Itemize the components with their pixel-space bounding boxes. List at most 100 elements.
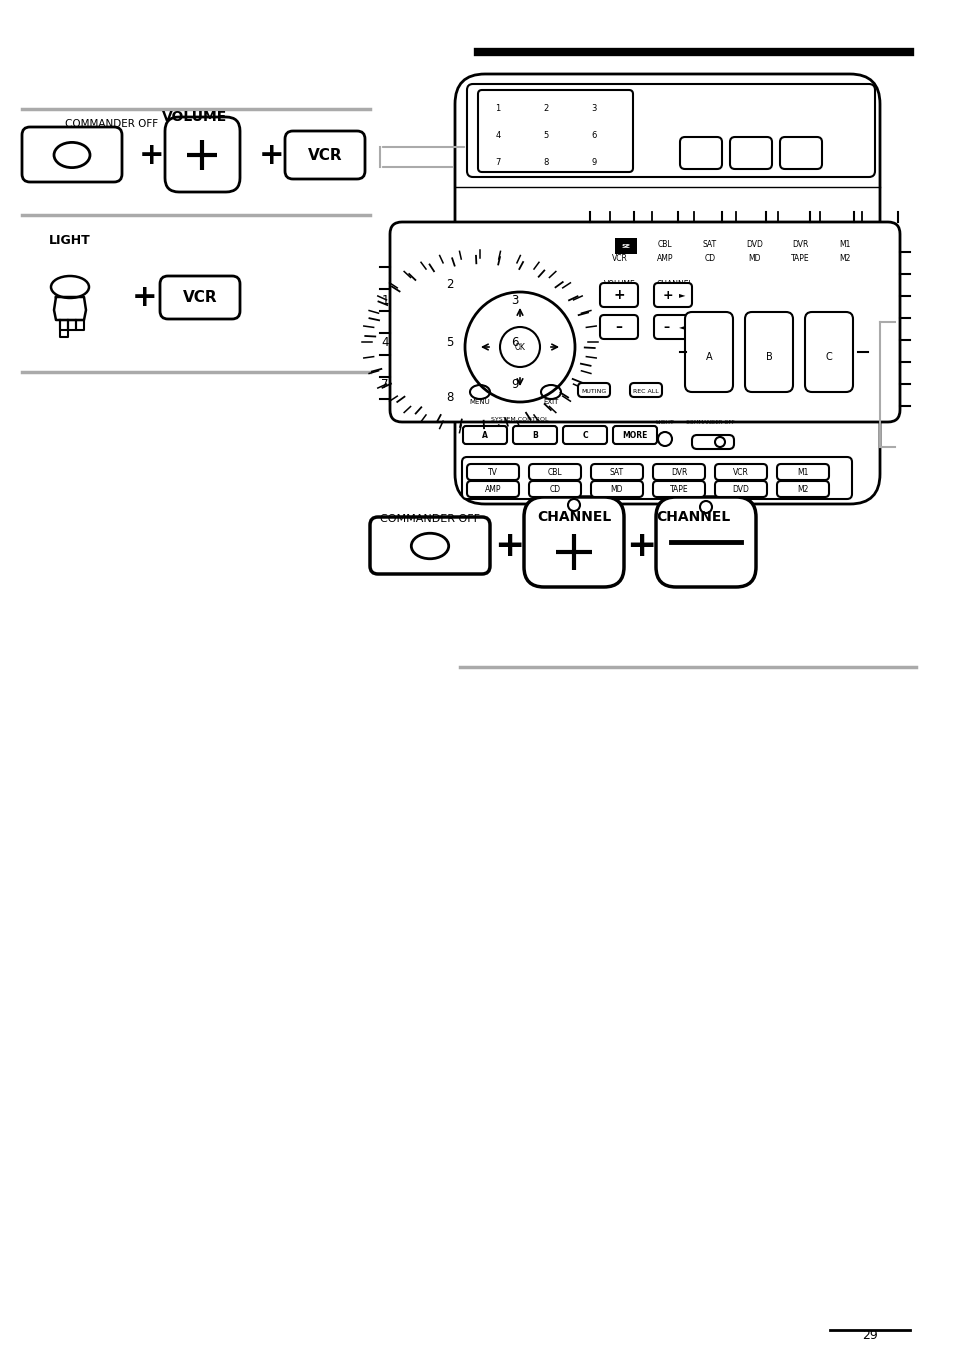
Text: VOLUME: VOLUME — [162, 110, 228, 123]
Text: DVR: DVR — [791, 239, 807, 248]
Text: 8: 8 — [446, 391, 454, 403]
Text: EXIT: EXIT — [543, 399, 558, 404]
Text: TV: TV — [488, 468, 497, 476]
Text: C: C — [824, 351, 832, 362]
FancyBboxPatch shape — [780, 137, 821, 170]
Text: SAT: SAT — [609, 468, 623, 476]
Text: +: + — [625, 529, 656, 563]
Text: DVD: DVD — [746, 239, 762, 248]
Text: MUTING: MUTING — [580, 389, 606, 394]
FancyBboxPatch shape — [22, 128, 122, 182]
Text: B: B — [765, 351, 772, 362]
FancyBboxPatch shape — [691, 436, 733, 449]
Text: 5: 5 — [446, 335, 454, 349]
FancyBboxPatch shape — [165, 117, 240, 191]
Text: ◄: ◄ — [678, 323, 684, 331]
Text: M1: M1 — [839, 239, 850, 248]
Text: B: B — [532, 430, 537, 440]
Text: C: C — [581, 430, 587, 440]
FancyBboxPatch shape — [462, 426, 506, 444]
FancyBboxPatch shape — [562, 426, 606, 444]
Text: 1: 1 — [381, 293, 388, 307]
Text: DVR: DVR — [670, 468, 686, 476]
Text: 7: 7 — [495, 157, 500, 167]
Text: 29: 29 — [862, 1329, 877, 1342]
FancyBboxPatch shape — [477, 90, 633, 172]
FancyBboxPatch shape — [590, 480, 642, 497]
FancyBboxPatch shape — [461, 457, 851, 499]
Text: VCR: VCR — [732, 468, 748, 476]
FancyBboxPatch shape — [590, 464, 642, 480]
FancyBboxPatch shape — [729, 137, 771, 170]
FancyBboxPatch shape — [513, 426, 557, 444]
Text: SAT: SAT — [702, 239, 717, 248]
Text: MENU: MENU — [469, 399, 490, 404]
FancyBboxPatch shape — [804, 312, 852, 392]
Text: 9: 9 — [591, 157, 596, 167]
Text: –: – — [662, 320, 668, 334]
FancyBboxPatch shape — [529, 480, 580, 497]
FancyBboxPatch shape — [776, 464, 828, 480]
FancyBboxPatch shape — [684, 312, 732, 392]
Text: OK: OK — [514, 342, 525, 351]
Text: DVD: DVD — [732, 484, 749, 494]
Text: CBL: CBL — [547, 468, 561, 476]
Bar — [615, 237, 637, 254]
Text: AMP: AMP — [656, 254, 673, 262]
FancyBboxPatch shape — [578, 383, 609, 398]
Text: 4: 4 — [495, 130, 500, 140]
Text: CBL: CBL — [657, 239, 672, 248]
Text: VOLUME: VOLUME — [603, 280, 636, 289]
FancyBboxPatch shape — [599, 284, 638, 307]
Text: 4: 4 — [381, 335, 388, 349]
Text: +: + — [613, 288, 624, 303]
Text: 1: 1 — [495, 103, 500, 113]
Text: 8: 8 — [543, 157, 548, 167]
Text: LIGHT: LIGHT — [49, 233, 91, 247]
Text: +: + — [662, 289, 673, 301]
Text: ►: ► — [678, 290, 684, 300]
Text: A: A — [705, 351, 712, 362]
Text: 3: 3 — [591, 103, 596, 113]
Text: AMP: AMP — [484, 484, 500, 494]
Text: CHANNEL: CHANNEL — [656, 280, 693, 289]
Text: +: + — [494, 529, 523, 563]
FancyBboxPatch shape — [652, 464, 704, 480]
FancyBboxPatch shape — [523, 497, 623, 588]
Text: MD: MD — [610, 484, 622, 494]
FancyBboxPatch shape — [613, 426, 657, 444]
FancyBboxPatch shape — [654, 315, 691, 339]
Text: 3: 3 — [511, 293, 518, 307]
Text: MORE: MORE — [621, 430, 647, 440]
FancyBboxPatch shape — [629, 383, 661, 398]
Text: COMMANDER OFF: COMMANDER OFF — [65, 119, 158, 129]
Text: VCR: VCR — [308, 148, 342, 163]
Text: 7: 7 — [381, 377, 388, 391]
FancyBboxPatch shape — [652, 480, 704, 497]
Text: 6: 6 — [591, 130, 596, 140]
Text: M2: M2 — [839, 254, 850, 262]
Text: M2: M2 — [797, 484, 808, 494]
FancyBboxPatch shape — [776, 480, 828, 497]
Text: MD: MD — [748, 254, 760, 262]
Text: LIGHT: LIGHT — [655, 421, 674, 425]
FancyBboxPatch shape — [467, 84, 874, 176]
FancyBboxPatch shape — [744, 312, 792, 392]
Text: SYSTEM CONTROL: SYSTEM CONTROL — [491, 417, 548, 422]
Text: CD: CD — [703, 254, 715, 262]
Text: TAPE: TAPE — [790, 254, 808, 262]
Text: 5: 5 — [543, 130, 548, 140]
FancyBboxPatch shape — [370, 517, 490, 574]
Text: A: A — [481, 430, 487, 440]
Text: COMMANDER OFF: COMMANDER OFF — [685, 421, 734, 425]
FancyBboxPatch shape — [656, 497, 755, 588]
Text: SE: SE — [621, 243, 630, 248]
Text: CHANNEL: CHANNEL — [537, 510, 611, 524]
FancyBboxPatch shape — [160, 275, 240, 319]
Text: TV: TV — [615, 239, 624, 248]
FancyBboxPatch shape — [714, 480, 766, 497]
Text: COMMANDER OFF: COMMANDER OFF — [379, 514, 479, 524]
FancyBboxPatch shape — [285, 132, 365, 179]
Text: 2: 2 — [446, 277, 454, 290]
Text: –: – — [615, 320, 622, 334]
